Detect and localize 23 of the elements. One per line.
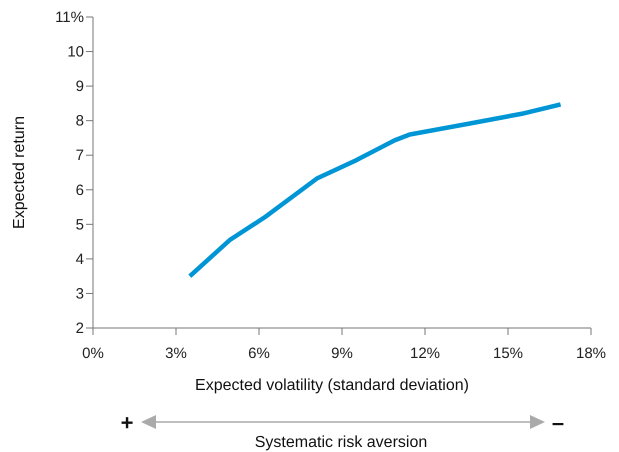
y-tick-label: 8: [76, 112, 84, 130]
y-axis-title: Expected return: [11, 116, 28, 229]
x-tick-label: 15%: [492, 345, 524, 362]
x-tick-label: 6%: [248, 345, 270, 362]
y-tick-label: 11%: [55, 9, 84, 26]
text: –: [552, 410, 564, 435]
x-tick-label: 0%: [82, 345, 104, 362]
y-tick-label: 3: [76, 285, 84, 302]
line-series: [188, 102, 563, 278]
y-tick-label: 4: [76, 250, 84, 268]
y-tick-label: 6: [76, 182, 84, 199]
y-tick-label: 5: [76, 216, 84, 234]
y-tick-label: 7: [76, 147, 84, 164]
y-tick-label: 9: [76, 78, 84, 96]
x-tick-label: 3%: [165, 345, 187, 362]
text: Systematic risk aversion: [254, 434, 428, 451]
y-tick-label: 10: [67, 44, 84, 61]
y-tick-label: 2: [76, 320, 84, 337]
x-tick-label: 12%: [410, 345, 440, 362]
x-axis-title: Expected volatility (standard deviation): [195, 377, 469, 394]
x-tick-label: 18%: [576, 345, 606, 362]
x-tick-label: 9%: [331, 345, 353, 362]
text: +: [120, 410, 134, 435]
